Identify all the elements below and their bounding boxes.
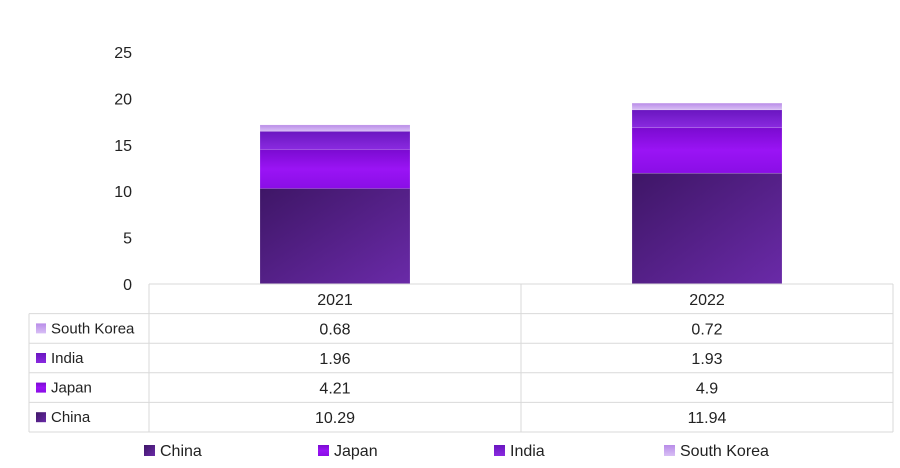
legend-label-india: India bbox=[510, 443, 545, 460]
legend-key-japan bbox=[318, 445, 329, 456]
data-label: 4.21 bbox=[319, 381, 350, 398]
y-tick-label: 0 bbox=[123, 277, 132, 294]
legend-key-china bbox=[144, 445, 155, 456]
legend-label-south-korea: South Korea bbox=[680, 443, 769, 460]
table-legend-key-china bbox=[36, 412, 46, 423]
bar-japan-2022 bbox=[631, 127, 783, 174]
bar-south-korea-2021 bbox=[259, 124, 411, 132]
y-axis: 0 5 10 15 20 25 bbox=[114, 45, 132, 294]
table-legend-key-south-korea bbox=[36, 323, 46, 334]
bar-china-2022 bbox=[631, 172, 783, 285]
data-label: 10.29 bbox=[315, 410, 355, 427]
data-table: 2021 2022 South Korea 0.68 0.72 India 1.96 1.93… bbox=[28, 283, 894, 433]
bar-india-2022 bbox=[631, 109, 783, 129]
bar-china-2021 bbox=[259, 188, 411, 285]
bar-south-korea-2022 bbox=[631, 102, 783, 111]
y-tick-label: 20 bbox=[114, 91, 132, 108]
data-label: 1.93 bbox=[691, 351, 722, 368]
data-label: 0.72 bbox=[691, 321, 722, 338]
data-label: 0.68 bbox=[319, 321, 350, 338]
data-label: 4.9 bbox=[696, 381, 718, 398]
legend-label-china: China bbox=[160, 443, 202, 460]
x-category-label: 2022 bbox=[689, 292, 725, 309]
table-row-label: China bbox=[51, 409, 91, 426]
table-row-label: Japan bbox=[51, 380, 92, 397]
y-tick-label: 15 bbox=[114, 138, 132, 155]
legend-label-japan: Japan bbox=[334, 443, 378, 460]
bar-japan-2021 bbox=[259, 149, 411, 189]
x-category-label: 2021 bbox=[317, 292, 353, 309]
table-legend-key-india bbox=[36, 353, 46, 363]
bar-india-2021 bbox=[259, 130, 411, 150]
y-tick-label: 5 bbox=[123, 231, 132, 248]
data-label: 11.94 bbox=[688, 410, 727, 427]
legend: China Japan India South Korea bbox=[144, 443, 769, 460]
table-row-label: India bbox=[51, 350, 84, 367]
data-label: 1.96 bbox=[319, 351, 350, 368]
y-tick-label: 25 bbox=[114, 45, 132, 62]
legend-key-india bbox=[494, 445, 505, 456]
bars bbox=[259, 102, 783, 285]
table-row-label: South Korea bbox=[51, 320, 135, 337]
y-tick-label: 10 bbox=[114, 184, 132, 201]
legend-key-south-korea bbox=[664, 445, 675, 456]
table-legend-key-japan bbox=[36, 382, 46, 393]
